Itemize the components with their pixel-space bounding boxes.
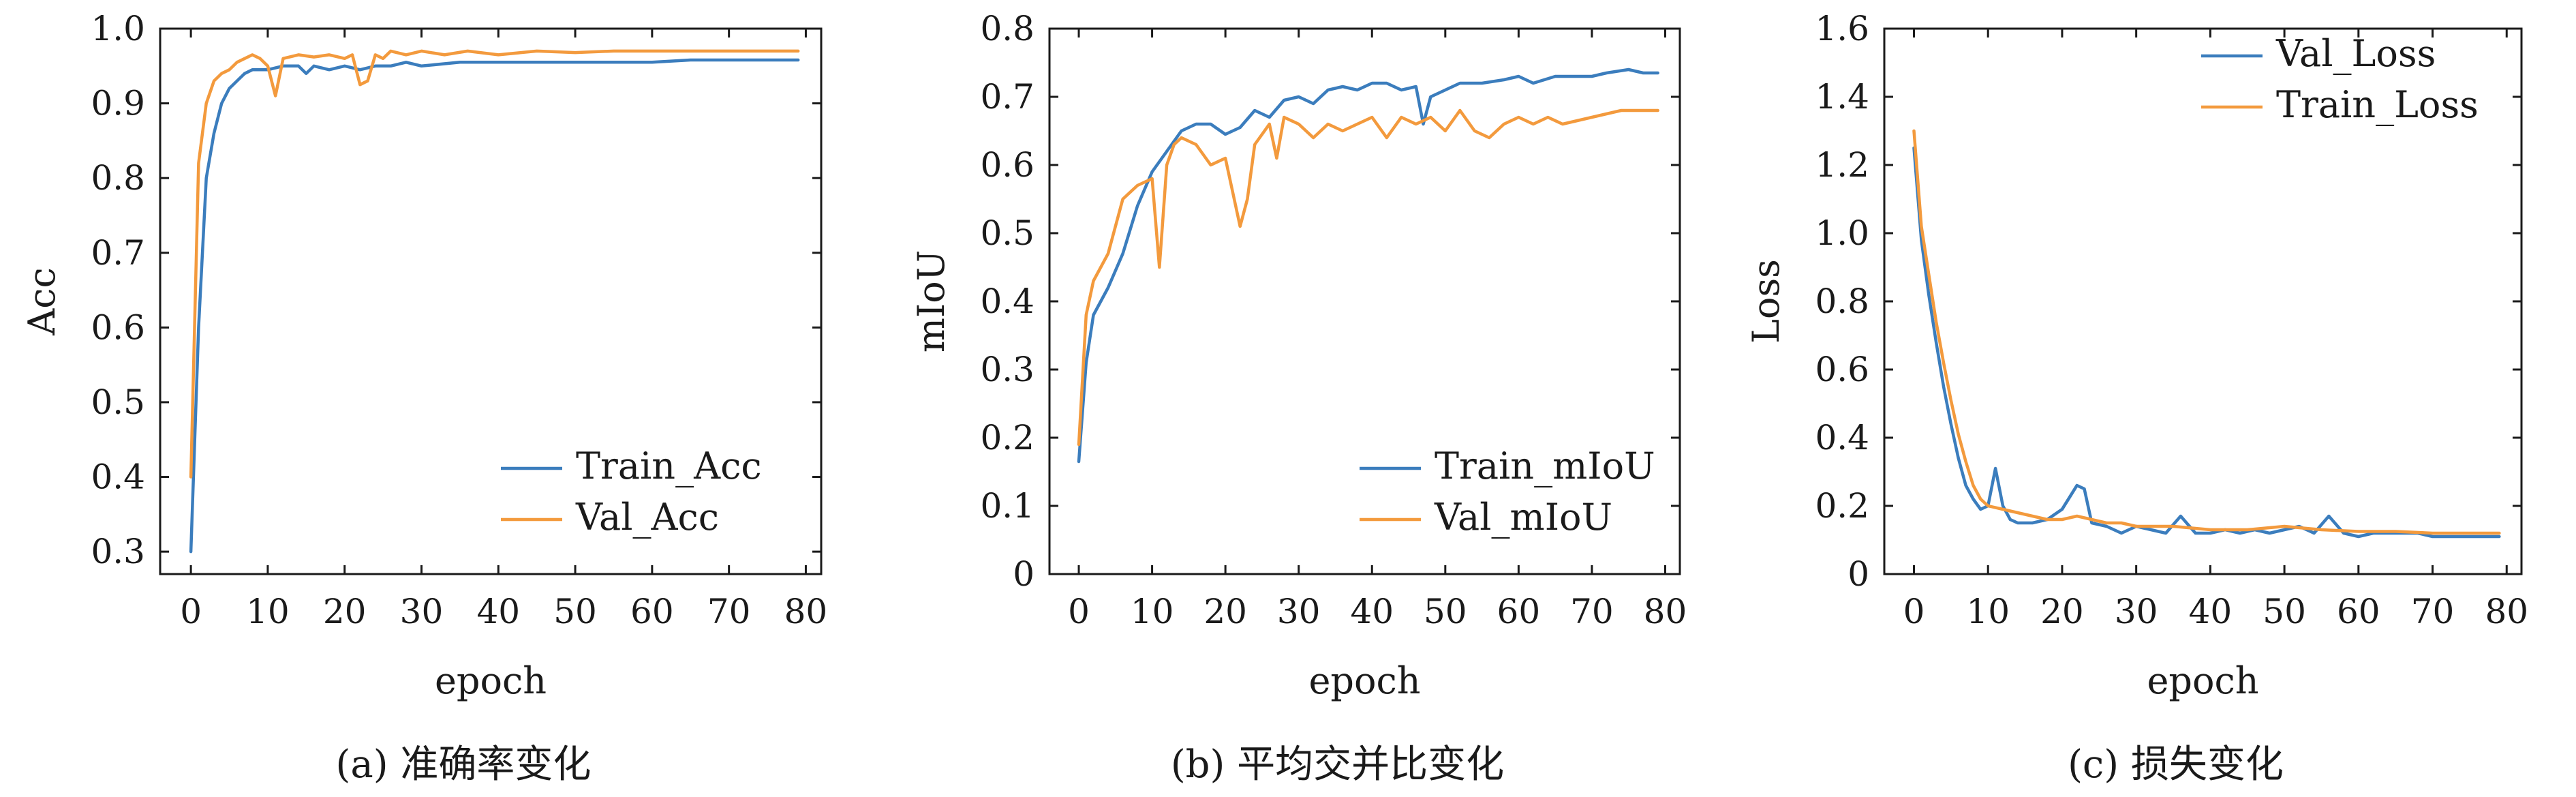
y-tick-label: 0.6 <box>91 307 145 347</box>
x-tick-label: 70 <box>2411 592 2455 631</box>
series-line-val-miou <box>1077 108 1659 447</box>
y-tick-label: 0.4 <box>1815 418 1869 457</box>
y-tick-label: 0.4 <box>91 457 145 497</box>
y-tick-label: 0.5 <box>980 213 1034 253</box>
y-tick-label: 0.8 <box>1815 282 1869 321</box>
y-tick-label: 0.2 <box>980 418 1034 457</box>
y-axis-label: Acc <box>20 267 63 335</box>
x-tick-label: 70 <box>707 592 751 631</box>
x-axis-label: epoch <box>2147 659 2258 702</box>
x-tick-label: 10 <box>1966 592 2010 631</box>
y-axis-label: Loss <box>1745 259 1788 344</box>
legend-label-1: Train_Acc <box>576 445 762 487</box>
x-tick-label: 10 <box>1131 592 1174 631</box>
panel-caption: (a) 准确率变化 <box>336 742 592 787</box>
y-tick-label: 0 <box>1013 554 1034 594</box>
y-tick-label: 0.4 <box>980 282 1034 321</box>
series-line-train-miou <box>1077 67 1659 464</box>
x-axis-label: epoch <box>435 659 547 702</box>
x-tick-label: 20 <box>323 592 367 631</box>
y-tick-label: 0.6 <box>980 145 1034 185</box>
x-tick-label: 50 <box>2263 592 2306 631</box>
x-tick-label: 70 <box>1570 592 1614 631</box>
x-tick-label: 80 <box>2485 592 2528 631</box>
plot-frame <box>159 27 823 575</box>
legend-label-2: Val_Acc <box>575 496 719 539</box>
x-tick-label: 80 <box>1644 592 1687 631</box>
y-tick-label: 1.0 <box>1815 213 1869 253</box>
x-tick-label: 50 <box>1424 592 1467 631</box>
y-tick-label: 1.0 <box>91 9 145 48</box>
series-line-train-acc <box>189 58 800 554</box>
x-axis-label: epoch <box>1308 659 1420 702</box>
series-line-val-acc <box>189 49 800 479</box>
y-tick-label: 1.6 <box>1815 9 1869 48</box>
y-tick-label: 0.7 <box>91 233 145 273</box>
x-tick-label: 40 <box>2189 592 2233 631</box>
plot-frame <box>1048 27 1681 575</box>
chart-panel-2: 0 10 20 30 40 50 60 70 80 0 0.1 0.2 0.3 0.4 0.5 0.6 0.7 0… <box>910 9 1687 787</box>
y-tick-label: 0.5 <box>91 382 145 422</box>
y-tick-label: 0.3 <box>980 350 1034 389</box>
panel-caption: (b) 平均交并比变化 <box>1171 742 1504 787</box>
y-tick-label: 1.4 <box>1815 77 1869 117</box>
series-line-val-loss <box>1912 146 2501 539</box>
x-tick-label: 30 <box>400 592 444 631</box>
x-tick-label: 0 <box>180 592 202 631</box>
x-tick-label: 30 <box>1277 592 1321 631</box>
y-tick-label: 0.8 <box>91 158 145 198</box>
x-tick-label: 60 <box>630 592 674 631</box>
x-tick-label: 30 <box>2115 592 2158 631</box>
chart-panel-1: 0 10 20 30 40 50 60 70 80 0.3 0.4 0.5 0.6 0.7 0.8 0.9 1.… <box>20 9 827 787</box>
y-tick-label: 0.1 <box>980 486 1034 526</box>
x-tick-label: 0 <box>1903 592 1925 631</box>
y-tick-label: 1.2 <box>1815 145 1869 185</box>
legend-label-1: Val_Loss <box>2275 32 2436 75</box>
y-tick-label: 0 <box>1847 554 1869 594</box>
chart-panel-3: 0 10 20 30 40 50 60 70 80 0 0.2 0.4 0.6 0.8 1.0 1.2 1.4 1… <box>1745 9 2528 787</box>
x-tick-label: 40 <box>476 592 520 631</box>
x-tick-label: 40 <box>1350 592 1394 631</box>
series-line-train-loss <box>1912 129 2501 535</box>
x-tick-label: 50 <box>553 592 597 631</box>
x-tick-label: 20 <box>2040 592 2084 631</box>
x-tick-label: 80 <box>784 592 828 631</box>
x-tick-label: 60 <box>2337 592 2380 631</box>
x-tick-label: 60 <box>1497 592 1541 631</box>
legend-label-2: Val_mIoU <box>1434 496 1612 539</box>
y-tick-label: 0.9 <box>91 84 145 123</box>
y-tick-label: 0.3 <box>91 532 145 571</box>
y-tick-label: 0.8 <box>980 9 1034 48</box>
legend-label-2: Train_Loss <box>2276 83 2479 126</box>
x-tick-label: 0 <box>1068 592 1090 631</box>
y-tick-label: 0.6 <box>1815 350 1869 389</box>
y-tick-label: 0.2 <box>1815 486 1869 526</box>
x-tick-label: 20 <box>1203 592 1247 631</box>
x-tick-label: 10 <box>246 592 290 631</box>
legend-label-1: Train_mIoU <box>1435 445 1655 487</box>
panel-caption: (c) 损失变化 <box>2068 742 2284 787</box>
y-tick-label: 0.7 <box>980 77 1034 117</box>
y-axis-label: mIoU <box>910 250 953 353</box>
